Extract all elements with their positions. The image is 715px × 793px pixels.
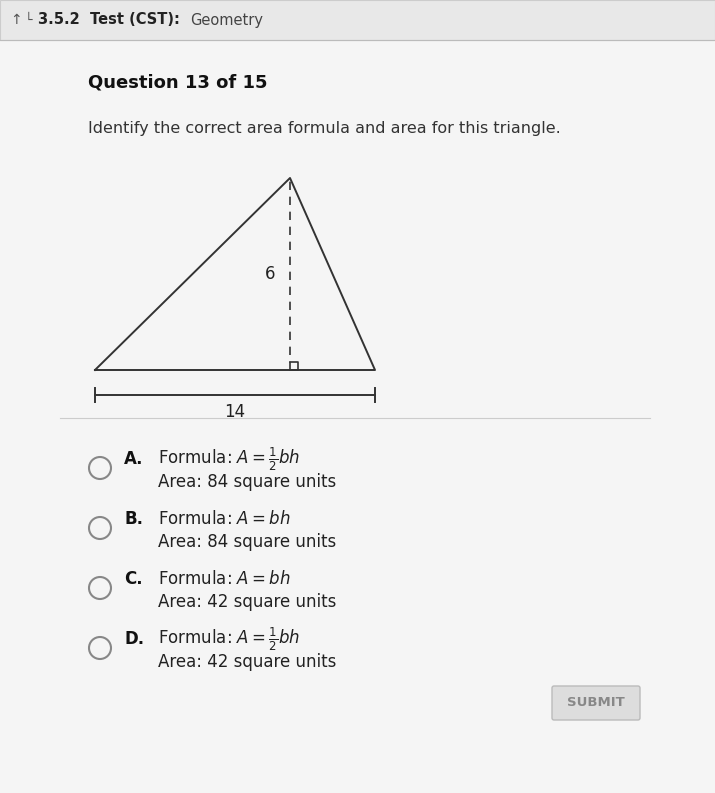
Text: Formula: $A = \frac{1}{2}bh$: Formula: $A = \frac{1}{2}bh$ <box>158 626 300 653</box>
Text: 3.5.2  Test (CST):: 3.5.2 Test (CST): <box>38 13 180 28</box>
Text: C.: C. <box>124 570 142 588</box>
Text: Area: 42 square units: Area: 42 square units <box>158 593 336 611</box>
Text: Area: 42 square units: Area: 42 square units <box>158 653 336 671</box>
Text: Geometry: Geometry <box>190 13 263 28</box>
Text: SUBMIT: SUBMIT <box>567 696 625 710</box>
Text: └: └ <box>24 13 31 26</box>
Text: Area: 84 square units: Area: 84 square units <box>158 473 336 491</box>
Text: Question 13 of 15: Question 13 of 15 <box>88 73 267 91</box>
Text: B.: B. <box>124 510 143 528</box>
Text: D.: D. <box>124 630 144 648</box>
Text: Identify the correct area formula and area for this triangle.: Identify the correct area formula and ar… <box>88 121 561 136</box>
FancyBboxPatch shape <box>552 686 640 720</box>
Text: Formula: $A = bh$: Formula: $A = bh$ <box>158 510 291 528</box>
Text: Formula: $A = bh$: Formula: $A = bh$ <box>158 570 291 588</box>
Text: 6: 6 <box>265 265 275 283</box>
Text: Area: 84 square units: Area: 84 square units <box>158 533 336 551</box>
Text: A.: A. <box>124 450 144 468</box>
Text: 14: 14 <box>225 403 245 421</box>
Text: Formula: $A = \frac{1}{2}bh$: Formula: $A = \frac{1}{2}bh$ <box>158 446 300 473</box>
Text: ↑: ↑ <box>10 13 22 27</box>
FancyBboxPatch shape <box>0 0 715 40</box>
